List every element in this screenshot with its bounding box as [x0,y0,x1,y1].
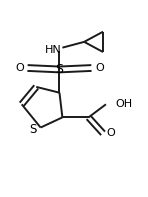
Text: O: O [106,128,115,138]
Text: S: S [29,123,36,136]
Text: HN: HN [45,45,61,55]
Text: O: O [15,63,24,73]
Text: OH: OH [115,98,132,109]
Text: S: S [56,63,63,76]
Text: O: O [95,63,104,73]
